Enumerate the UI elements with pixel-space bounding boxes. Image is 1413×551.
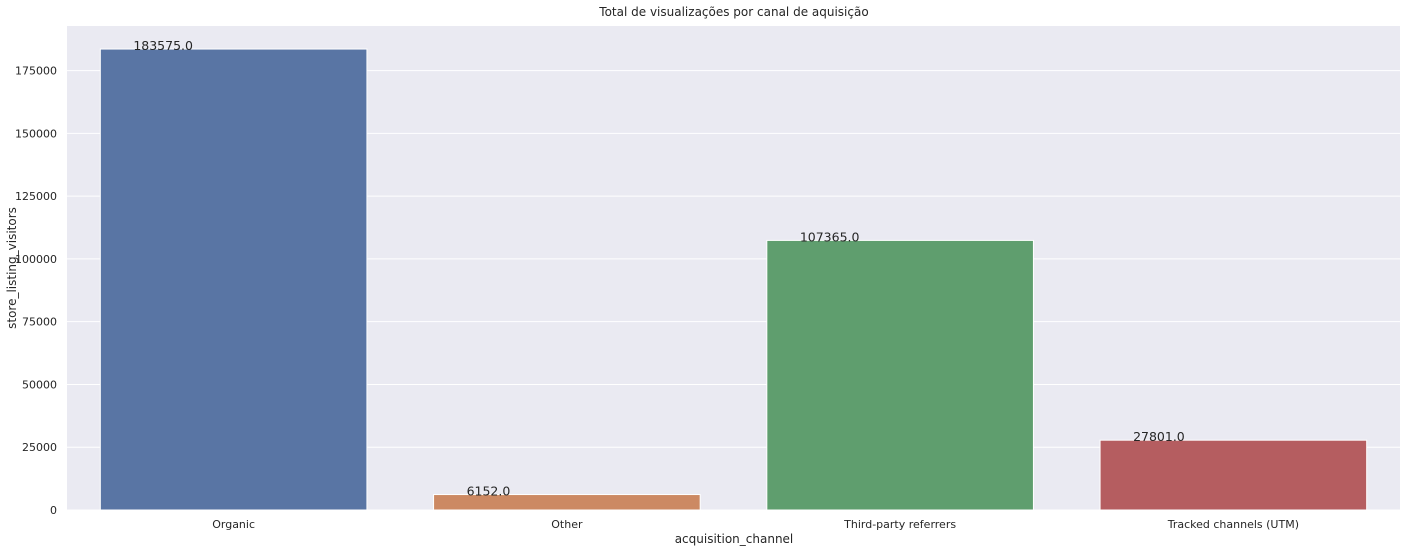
y-tick-label: 50000: [22, 378, 57, 391]
bar: [766, 239, 1034, 511]
x-axis-label: acquisition_channel: [675, 532, 794, 546]
x-tick-label: Third-party referrers: [843, 518, 956, 531]
x-tick-label: Organic: [212, 518, 255, 531]
bar: [1099, 439, 1368, 511]
bar-value-label: 6152.0: [467, 484, 511, 499]
x-tick-label: Other: [551, 518, 583, 531]
y-tick-label: 175000: [15, 65, 57, 78]
y-tick-label: 100000: [15, 253, 57, 266]
y-tick-label: 25000: [22, 441, 57, 454]
y-tick-label: 0: [50, 504, 57, 517]
x-axis-ticks: Organic Other Third-party referrers Tracked…: [212, 518, 1299, 531]
bars: [99, 48, 1368, 511]
bar-value-label: 27801.0: [1133, 429, 1185, 444]
x-tick-label: Tracked channels (UTM): [1167, 518, 1299, 531]
y-axis-label: store_listing_visitors: [5, 207, 19, 329]
bar: [99, 48, 368, 511]
y-tick-label: 150000: [15, 127, 57, 140]
y-tick-label: 75000: [22, 316, 57, 329]
chart-title: Total de visualizações por canal de aqui…: [598, 5, 868, 19]
bar: [433, 494, 701, 511]
bar-value-label: 107365.0: [800, 229, 860, 244]
y-axis-ticks: 0 25000 50000 75000 100000 125000 150000 175000: [15, 65, 57, 517]
bar-value-label: 183575.0: [133, 38, 193, 53]
data-labels: 183575.0 6152.0 107365.0 27801.0: [133, 38, 1184, 499]
y-tick-label: 125000: [15, 190, 57, 203]
